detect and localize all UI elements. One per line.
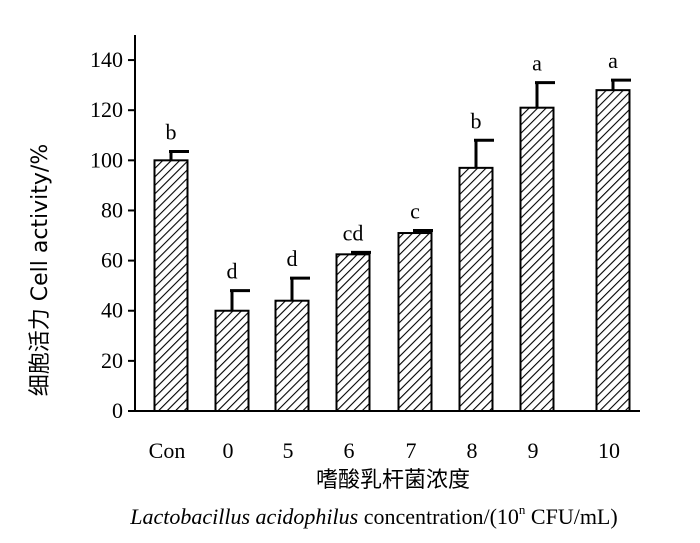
bar-7	[397, 232, 433, 412]
x-tick-label-Con: Con	[149, 438, 186, 463]
bar-0	[214, 309, 250, 413]
y-tick-label-80: 80	[101, 197, 123, 222]
bar-10	[595, 89, 631, 412]
y-tick-label-120: 120	[90, 97, 123, 122]
bar-5	[274, 299, 310, 412]
significance-label-8: b	[471, 108, 482, 133]
bar-8	[458, 166, 494, 412]
y-tick-label-100: 100	[90, 147, 123, 172]
significance-label-Con: b	[166, 120, 177, 145]
significance-label-6: cd	[343, 220, 364, 245]
significance-label-0: d	[227, 259, 238, 284]
x-axis-title-en: Lactobacillus acidophilus concentration/…	[129, 502, 617, 529]
significance-label-10: a	[608, 48, 618, 73]
x-tick-label-6: 6	[344, 438, 355, 463]
y-tick-label-140: 140	[90, 47, 123, 72]
y-axis-title: 细胞活力 Cell activity/%	[28, 144, 53, 397]
significance-label-5: d	[287, 246, 298, 271]
bars	[153, 78, 631, 413]
axes	[128, 35, 640, 412]
x-tick-label-7: 7	[406, 438, 417, 463]
y-tick-label-20: 20	[101, 348, 123, 373]
x-tick-label-8: 8	[467, 438, 478, 463]
bar-9	[519, 106, 555, 413]
x-tick-label-10: 10	[598, 438, 620, 463]
x-tick-label-0: 0	[223, 438, 234, 463]
bar-6	[335, 253, 371, 412]
x-axis-title-italic: Lactobacillus acidophilus	[129, 504, 358, 529]
significance-label-9: a	[532, 51, 542, 76]
x-axis-title-rest: concentration/(10	[358, 504, 519, 529]
x-axis-title-sup: n	[519, 502, 526, 517]
significance-label-7: c	[410, 199, 420, 224]
x-axis-title-cn: 嗜酸乳杆菌浓度	[316, 468, 470, 493]
x-tick-label-5: 5	[283, 438, 294, 463]
x-tick-label-9: 9	[528, 438, 539, 463]
y-tick-label-40: 40	[101, 298, 123, 323]
y-tick-label-60: 60	[101, 248, 123, 273]
y-tick-label-0: 0	[112, 398, 123, 423]
bar-Con	[153, 159, 189, 412]
x-axis-title-tail: CFU/mL)	[525, 504, 617, 529]
